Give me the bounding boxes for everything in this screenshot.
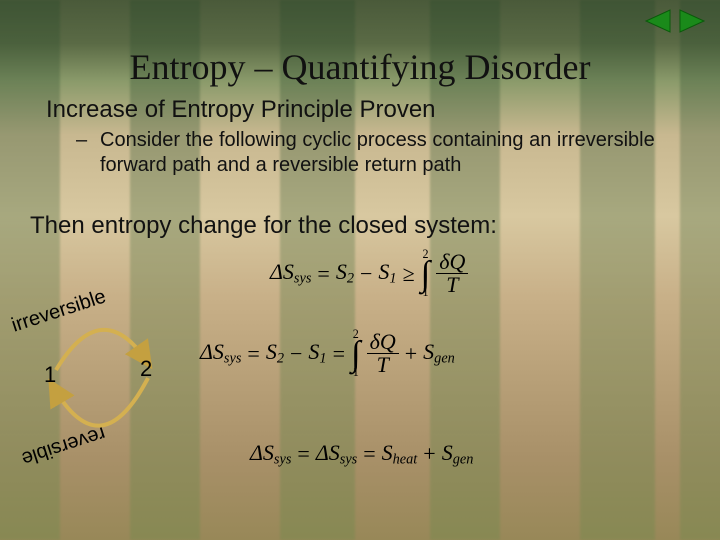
nav-buttons [642, 8, 708, 34]
eq1-geq: ≥ [403, 261, 415, 287]
eq3-sgen: S [442, 440, 453, 465]
equation-1: ΔSsys = S2 − S1 ≥ 2 ∫ 1 δQ T [270, 250, 468, 298]
prev-slide-icon[interactable] [642, 8, 672, 34]
eq3-eq: = [297, 441, 309, 467]
cycle-node-1: 1 [44, 362, 56, 388]
eq2-frac: δQ T [367, 331, 399, 376]
closed-system-line: Then entropy change for the closed syste… [30, 212, 497, 240]
eq3-t1: ΔS [316, 440, 340, 465]
subtitle: Increase of Entropy Principle Proven [46, 96, 436, 124]
eq1-lhs: ΔS [270, 259, 294, 284]
integral-icon: ∫ [421, 260, 431, 288]
eq2-integral: 2 ∫ 1 [351, 330, 361, 378]
cycle-node-2: 2 [140, 356, 152, 382]
integral-icon: ∫ [351, 340, 361, 368]
bullet-dash: – [76, 128, 87, 153]
eq2-eq: = [247, 341, 259, 367]
eq2-eq2: = [333, 341, 345, 367]
eq2-minus: − [290, 341, 302, 367]
eq1-lhs-sub: sys [294, 271, 311, 287]
eq3-sheat-sub: heat [393, 452, 418, 468]
eq2-lhs: ΔS [200, 339, 224, 364]
slide: Entropy – Quantifying Disorder Increase … [0, 0, 720, 540]
eq3-eq2: = [363, 441, 375, 467]
eq2-s2: S [266, 339, 277, 364]
bullet-item: – Consider the following cyclic process … [100, 128, 660, 178]
eq2-s1-sub: 1 [319, 351, 326, 367]
eq1-eq: = [317, 261, 329, 287]
eq3-lhs: ΔS [250, 440, 274, 465]
next-slide-icon[interactable] [678, 8, 708, 34]
eq2-lhs-sub: sys [224, 351, 241, 367]
eq2-sgen: S [423, 339, 434, 364]
eq1-int-lo: 1 [422, 288, 428, 298]
eq2-plus: + [405, 341, 417, 367]
eq2-den: T [374, 354, 392, 376]
eq1-minus: − [360, 261, 372, 287]
page-title: Entropy – Quantifying Disorder [0, 46, 720, 88]
eq1-num: δQ [436, 251, 468, 274]
eq3-lhs-sub: sys [274, 452, 291, 468]
eq3-sheat: S [382, 440, 393, 465]
eq2-sgen-sub: gen [434, 351, 455, 367]
eq1-frac: δQ T [436, 251, 468, 296]
eq2-num: δQ [367, 331, 399, 354]
cycle-diagram: 1 2 irreversible reversible [16, 300, 186, 470]
eq1-s2-sub: 2 [347, 271, 354, 287]
equation-2: ΔSsys = S2 − S1 = 2 ∫ 1 δQ T + Sgen [200, 330, 455, 378]
equation-3: ΔSsys = ΔSsys = Sheat + Sgen [250, 440, 473, 469]
eq3-plus: + [423, 441, 435, 467]
eq1-integral: 2 ∫ 1 [421, 250, 431, 298]
eq3-t1-sub: sys [340, 452, 357, 468]
eq1-s1: S [378, 259, 389, 284]
eq3-sgen-sub: gen [453, 452, 474, 468]
eq2-s1: S [308, 339, 319, 364]
eq1-s2: S [336, 259, 347, 284]
eq1-den: T [443, 274, 461, 296]
eq2-int-lo: 1 [353, 368, 359, 378]
eq2-s2-sub: 2 [277, 351, 284, 367]
eq1-s1-sub: 1 [389, 271, 396, 287]
bullet-text: Consider the following cyclic process co… [100, 129, 655, 176]
